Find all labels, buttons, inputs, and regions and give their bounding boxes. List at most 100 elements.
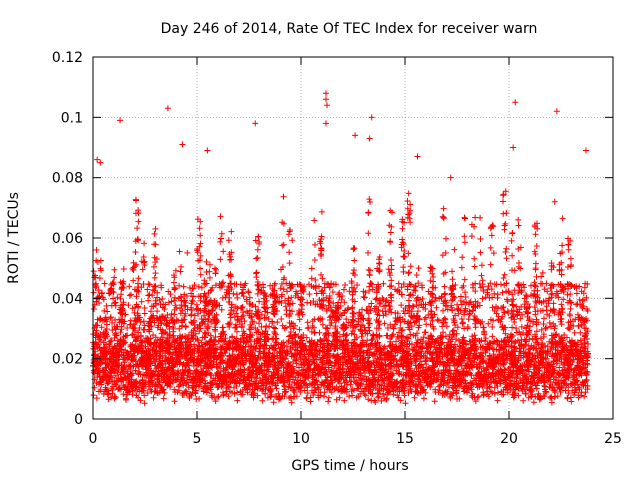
data-point: [141, 400, 148, 407]
data-point: [158, 282, 165, 289]
data-point: [137, 333, 144, 340]
data-point: [97, 386, 104, 393]
data-point: [165, 365, 172, 372]
data-point: [160, 364, 167, 371]
data-point: [140, 280, 147, 287]
data-point: [101, 280, 108, 287]
data-point: [123, 395, 130, 402]
data-point: [100, 296, 107, 303]
data-point: [97, 338, 104, 345]
data-point: [93, 395, 100, 402]
data-point: [104, 308, 111, 315]
data-point: [150, 312, 157, 319]
data-point: [120, 369, 127, 376]
data-point: [126, 388, 133, 395]
data-point: [94, 322, 101, 329]
data-point: [109, 319, 116, 326]
data-point: [107, 338, 114, 345]
data-point: [110, 295, 117, 302]
data-point: [144, 389, 151, 396]
data-point: [180, 382, 187, 389]
data-point: [137, 319, 144, 326]
data-point: [137, 397, 144, 404]
data-points: [90, 90, 592, 407]
data-point: [108, 337, 115, 344]
data-point: [91, 384, 98, 391]
data-point: [126, 292, 133, 299]
data-point: [167, 291, 174, 298]
data-point: [99, 359, 106, 366]
data-point: [160, 386, 167, 393]
data-point: [156, 296, 163, 303]
data-point: [152, 282, 159, 289]
data-point: [184, 306, 191, 313]
data-point: [109, 280, 116, 287]
data-point: [156, 378, 163, 385]
data-point: [122, 311, 129, 318]
data-point: [154, 308, 161, 315]
data-point: [111, 395, 118, 402]
data-point: [128, 291, 135, 298]
data-point: [141, 310, 148, 317]
grid-lines: [93, 57, 613, 419]
data-point: [96, 336, 103, 343]
data-point: [178, 334, 185, 341]
data-point: [129, 331, 136, 338]
data-point: [149, 287, 156, 294]
data-point: [145, 280, 152, 287]
data-point: [93, 380, 100, 387]
chart-title: Day 246 of 2014, Rate Of TEC Index for r…: [161, 21, 538, 37]
data-point: [138, 342, 145, 349]
data-point: [145, 383, 152, 390]
data-point: [144, 286, 151, 293]
data-point: [180, 372, 187, 379]
data-point: [121, 318, 128, 325]
data-point: [107, 373, 114, 380]
data-point: [152, 283, 159, 290]
data-point: [140, 318, 147, 325]
data-point: [98, 289, 105, 296]
data-point: [146, 281, 153, 288]
data-point: [159, 334, 166, 341]
data-point: [150, 394, 157, 401]
data-point: [162, 301, 169, 308]
data-point: [107, 314, 114, 321]
data-point: [151, 371, 158, 378]
data-point: [176, 387, 182, 394]
data-point: [136, 368, 143, 375]
data-point: [168, 310, 175, 317]
data-point: [135, 329, 142, 336]
data-point: [182, 299, 189, 306]
data-point: [126, 283, 133, 290]
data-point: [121, 362, 128, 369]
data-point: [141, 305, 148, 312]
data-point: [161, 305, 168, 312]
data-point: [168, 298, 175, 305]
data-point: [141, 392, 148, 399]
data-point: [171, 398, 178, 405]
data-point: [129, 332, 136, 339]
data-point: [93, 298, 100, 305]
data-point: [171, 294, 178, 301]
data-point: [149, 292, 156, 299]
data-point: [152, 380, 159, 387]
data-point: [147, 308, 154, 315]
data-point: [142, 379, 149, 386]
data-point: [133, 378, 140, 385]
data-point: [112, 394, 119, 401]
data-point: [156, 379, 163, 386]
data-point: [164, 312, 171, 319]
data-point: [145, 297, 152, 304]
data-point: [161, 389, 168, 396]
data-point: [104, 387, 111, 394]
data-point: [160, 395, 167, 402]
data-point: [98, 324, 105, 331]
data-point: [171, 297, 178, 304]
data-point: [129, 370, 136, 377]
data-point: [103, 386, 110, 393]
data-point: [146, 291, 153, 298]
data-point: [120, 391, 127, 398]
data-point: [95, 368, 102, 375]
data-point: [125, 302, 132, 309]
